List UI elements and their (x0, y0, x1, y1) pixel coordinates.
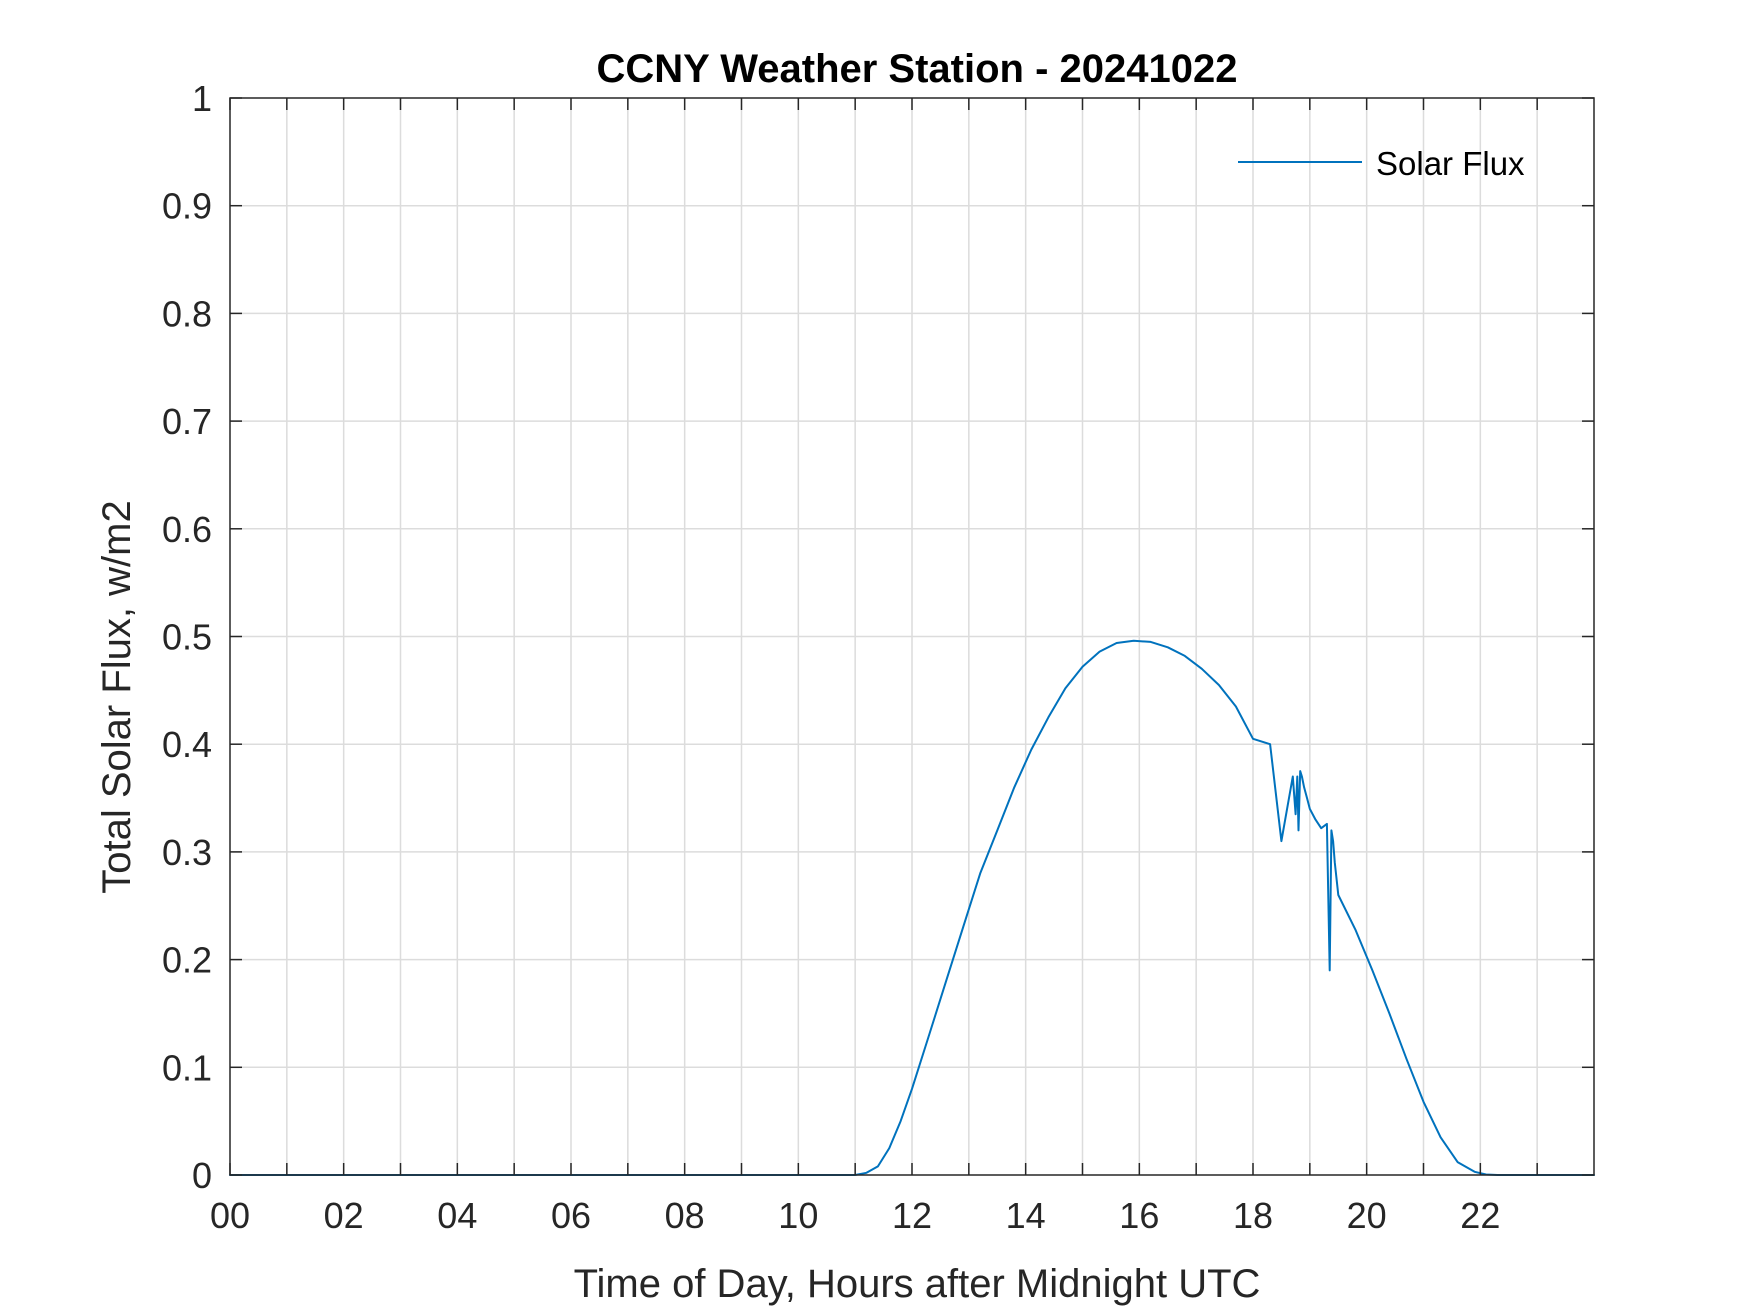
x-axis-label: Time of Day, Hours after Midnight UTC (574, 1262, 1261, 1306)
y-tick-label: 0.9 (162, 186, 212, 227)
y-axis-label: Total Solar Flux, w/m2 (95, 500, 139, 893)
y-tick-label: 0.5 (162, 617, 212, 658)
y-tick-label: 0.4 (162, 724, 212, 765)
x-tick-label: 04 (437, 1195, 477, 1236)
grid (230, 98, 1594, 1175)
y-tick-label: 0.1 (162, 1047, 212, 1088)
y-tick-label: 0.2 (162, 940, 212, 981)
y-tick-label: 0.6 (162, 509, 212, 550)
x-tick-label: 18 (1233, 1195, 1273, 1236)
y-tick-label: 0.8 (162, 293, 212, 334)
y-tick-label: 0 (192, 1155, 212, 1196)
x-tick-label: 06 (551, 1195, 591, 1236)
y-tick-label: 0.3 (162, 832, 212, 873)
x-tick-label: 10 (778, 1195, 818, 1236)
x-tick-label: 20 (1347, 1195, 1387, 1236)
x-tick-label: 22 (1460, 1195, 1500, 1236)
series-line-solar-flux (229, 639, 1595, 1176)
y-tick-label: 0.7 (162, 401, 212, 442)
x-tick-label: 14 (1006, 1195, 1046, 1236)
series-layer (229, 639, 1595, 1176)
legend-entry-solar-flux: Solar Flux (1376, 145, 1525, 182)
chart-title: CCNY Weather Station - 20241022 (597, 47, 1238, 91)
ticks: 00 02 04 06 08 10 12 14 16 18 20 22 0 0.1 0.2 0.3 0.4 0.5… (162, 78, 1594, 1236)
legend: Solar Flux (1238, 145, 1525, 182)
x-tick-label: 12 (892, 1195, 932, 1236)
x-tick-label: 08 (665, 1195, 705, 1236)
y-tick-label: 1 (192, 78, 212, 119)
x-tick-label: 16 (1119, 1195, 1159, 1236)
x-tick-label: 00 (210, 1195, 250, 1236)
x-tick-label: 02 (324, 1195, 364, 1236)
